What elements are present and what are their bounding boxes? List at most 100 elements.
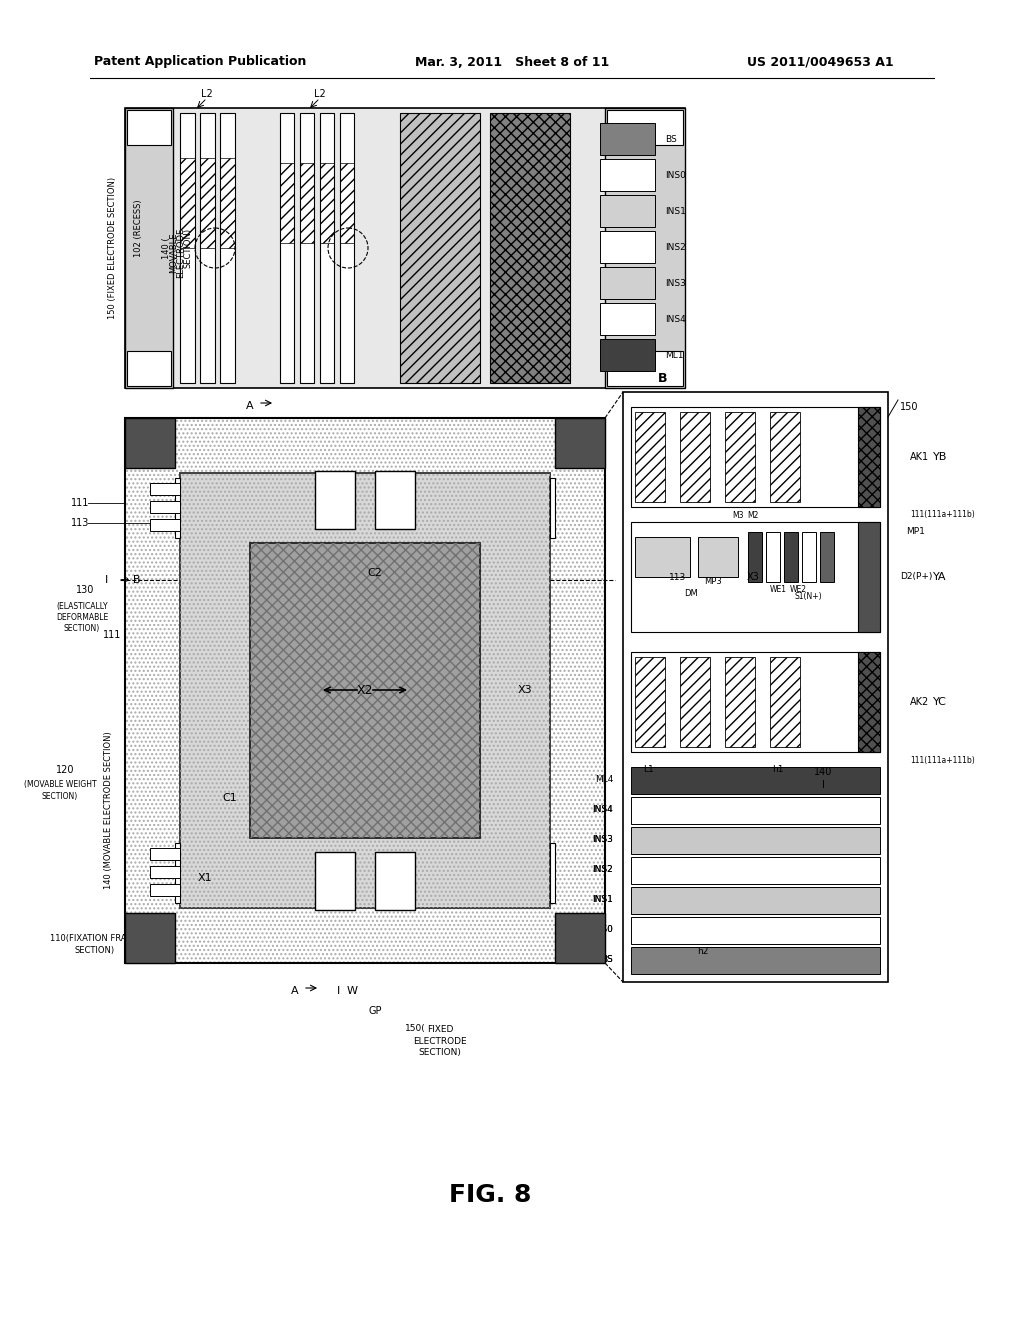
Bar: [600, 123, 655, 154]
Bar: [555, 418, 605, 469]
Bar: [300, 162, 314, 243]
Bar: [631, 887, 880, 913]
Text: AK1: AK1: [910, 451, 929, 462]
Text: 120: 120: [55, 766, 75, 775]
Text: h2: h2: [697, 948, 709, 957]
Bar: [600, 195, 655, 227]
Bar: [631, 828, 880, 854]
Bar: [280, 162, 294, 243]
Text: INS2: INS2: [592, 866, 613, 874]
Text: WE2: WE2: [790, 586, 807, 594]
Text: 150: 150: [900, 403, 919, 412]
Text: L2: L2: [314, 88, 326, 99]
Bar: [631, 946, 880, 974]
Text: YB: YB: [933, 451, 947, 462]
Text: MP3: MP3: [705, 578, 722, 586]
Text: ELECTRODE: ELECTRODE: [414, 1036, 467, 1045]
Bar: [680, 657, 710, 747]
Bar: [150, 866, 180, 878]
Text: INS1: INS1: [592, 895, 613, 904]
Text: DM: DM: [684, 590, 698, 598]
Bar: [125, 418, 605, 964]
Bar: [375, 851, 415, 909]
Bar: [631, 521, 880, 632]
Text: YA: YA: [933, 572, 946, 582]
Bar: [858, 652, 880, 752]
Bar: [607, 351, 683, 385]
Text: 150(: 150(: [404, 1024, 425, 1034]
Text: INS3: INS3: [665, 279, 686, 288]
Text: US 2011/0049653 A1: US 2011/0049653 A1: [746, 55, 893, 69]
Text: ML4: ML4: [595, 776, 613, 784]
Text: INS4: INS4: [665, 314, 686, 323]
Bar: [180, 114, 195, 383]
Bar: [150, 884, 180, 896]
Text: YC: YC: [933, 697, 947, 708]
Bar: [150, 519, 180, 531]
Bar: [631, 767, 880, 795]
Text: INS0: INS0: [592, 925, 613, 935]
Bar: [250, 543, 480, 838]
Text: Mar. 3, 2011   Sheet 8 of 11: Mar. 3, 2011 Sheet 8 of 11: [415, 55, 609, 69]
Text: I: I: [336, 986, 340, 997]
Text: INS3: INS3: [592, 836, 613, 845]
Bar: [375, 471, 415, 529]
Bar: [748, 532, 762, 582]
Text: SECTION): SECTION): [75, 945, 115, 954]
Bar: [125, 913, 175, 964]
Bar: [631, 652, 880, 752]
Bar: [180, 473, 550, 908]
Text: C2: C2: [368, 568, 382, 578]
Bar: [820, 532, 834, 582]
Bar: [125, 108, 173, 388]
Bar: [680, 412, 710, 502]
Text: M3: M3: [732, 511, 743, 520]
Bar: [635, 657, 665, 747]
Text: 102 (RECESS): 102 (RECESS): [133, 199, 142, 257]
Text: SECTION): SECTION): [419, 1048, 462, 1057]
Bar: [600, 304, 655, 335]
Bar: [770, 657, 800, 747]
Text: INS0: INS0: [592, 925, 613, 935]
Bar: [550, 843, 555, 903]
Text: SECTION): SECTION): [42, 792, 78, 801]
Bar: [127, 110, 171, 145]
Text: X1: X1: [198, 873, 212, 883]
Text: INS2: INS2: [592, 866, 613, 874]
Text: INS0: INS0: [665, 170, 686, 180]
Bar: [220, 158, 234, 248]
Bar: [180, 473, 550, 908]
Bar: [125, 418, 175, 469]
Text: X3: X3: [518, 685, 532, 696]
Text: (MOVABLE WEIGHT: (MOVABLE WEIGHT: [24, 780, 96, 789]
Text: INS3: INS3: [592, 836, 613, 845]
Text: W: W: [346, 986, 357, 997]
Bar: [175, 478, 180, 539]
Bar: [319, 114, 334, 383]
Text: AK2: AK2: [910, 697, 929, 708]
Text: A: A: [246, 401, 254, 411]
Text: 140 (: 140 (: [163, 238, 171, 259]
Text: GP: GP: [369, 1006, 382, 1016]
Bar: [150, 502, 180, 513]
Text: BS: BS: [601, 956, 613, 965]
Bar: [631, 857, 880, 884]
Text: SECTION): SECTION): [183, 228, 193, 268]
Text: ML1: ML1: [665, 351, 683, 359]
Text: 113: 113: [670, 573, 687, 582]
Bar: [635, 537, 690, 577]
Text: ELECTRODE: ELECTRODE: [176, 228, 185, 279]
Text: BS: BS: [601, 956, 613, 965]
Text: 111(111a+111b): 111(111a+111b): [910, 511, 975, 520]
Bar: [150, 483, 180, 495]
Bar: [490, 114, 570, 383]
Bar: [340, 114, 354, 383]
Text: INS1: INS1: [665, 206, 686, 215]
Text: 111(111a+111b): 111(111a+111b): [910, 755, 975, 764]
Bar: [858, 407, 880, 507]
Bar: [340, 162, 354, 243]
Bar: [550, 478, 555, 539]
Bar: [220, 114, 234, 383]
Text: Patent Application Publication: Patent Application Publication: [94, 55, 306, 69]
Text: MP1: MP1: [906, 528, 925, 536]
